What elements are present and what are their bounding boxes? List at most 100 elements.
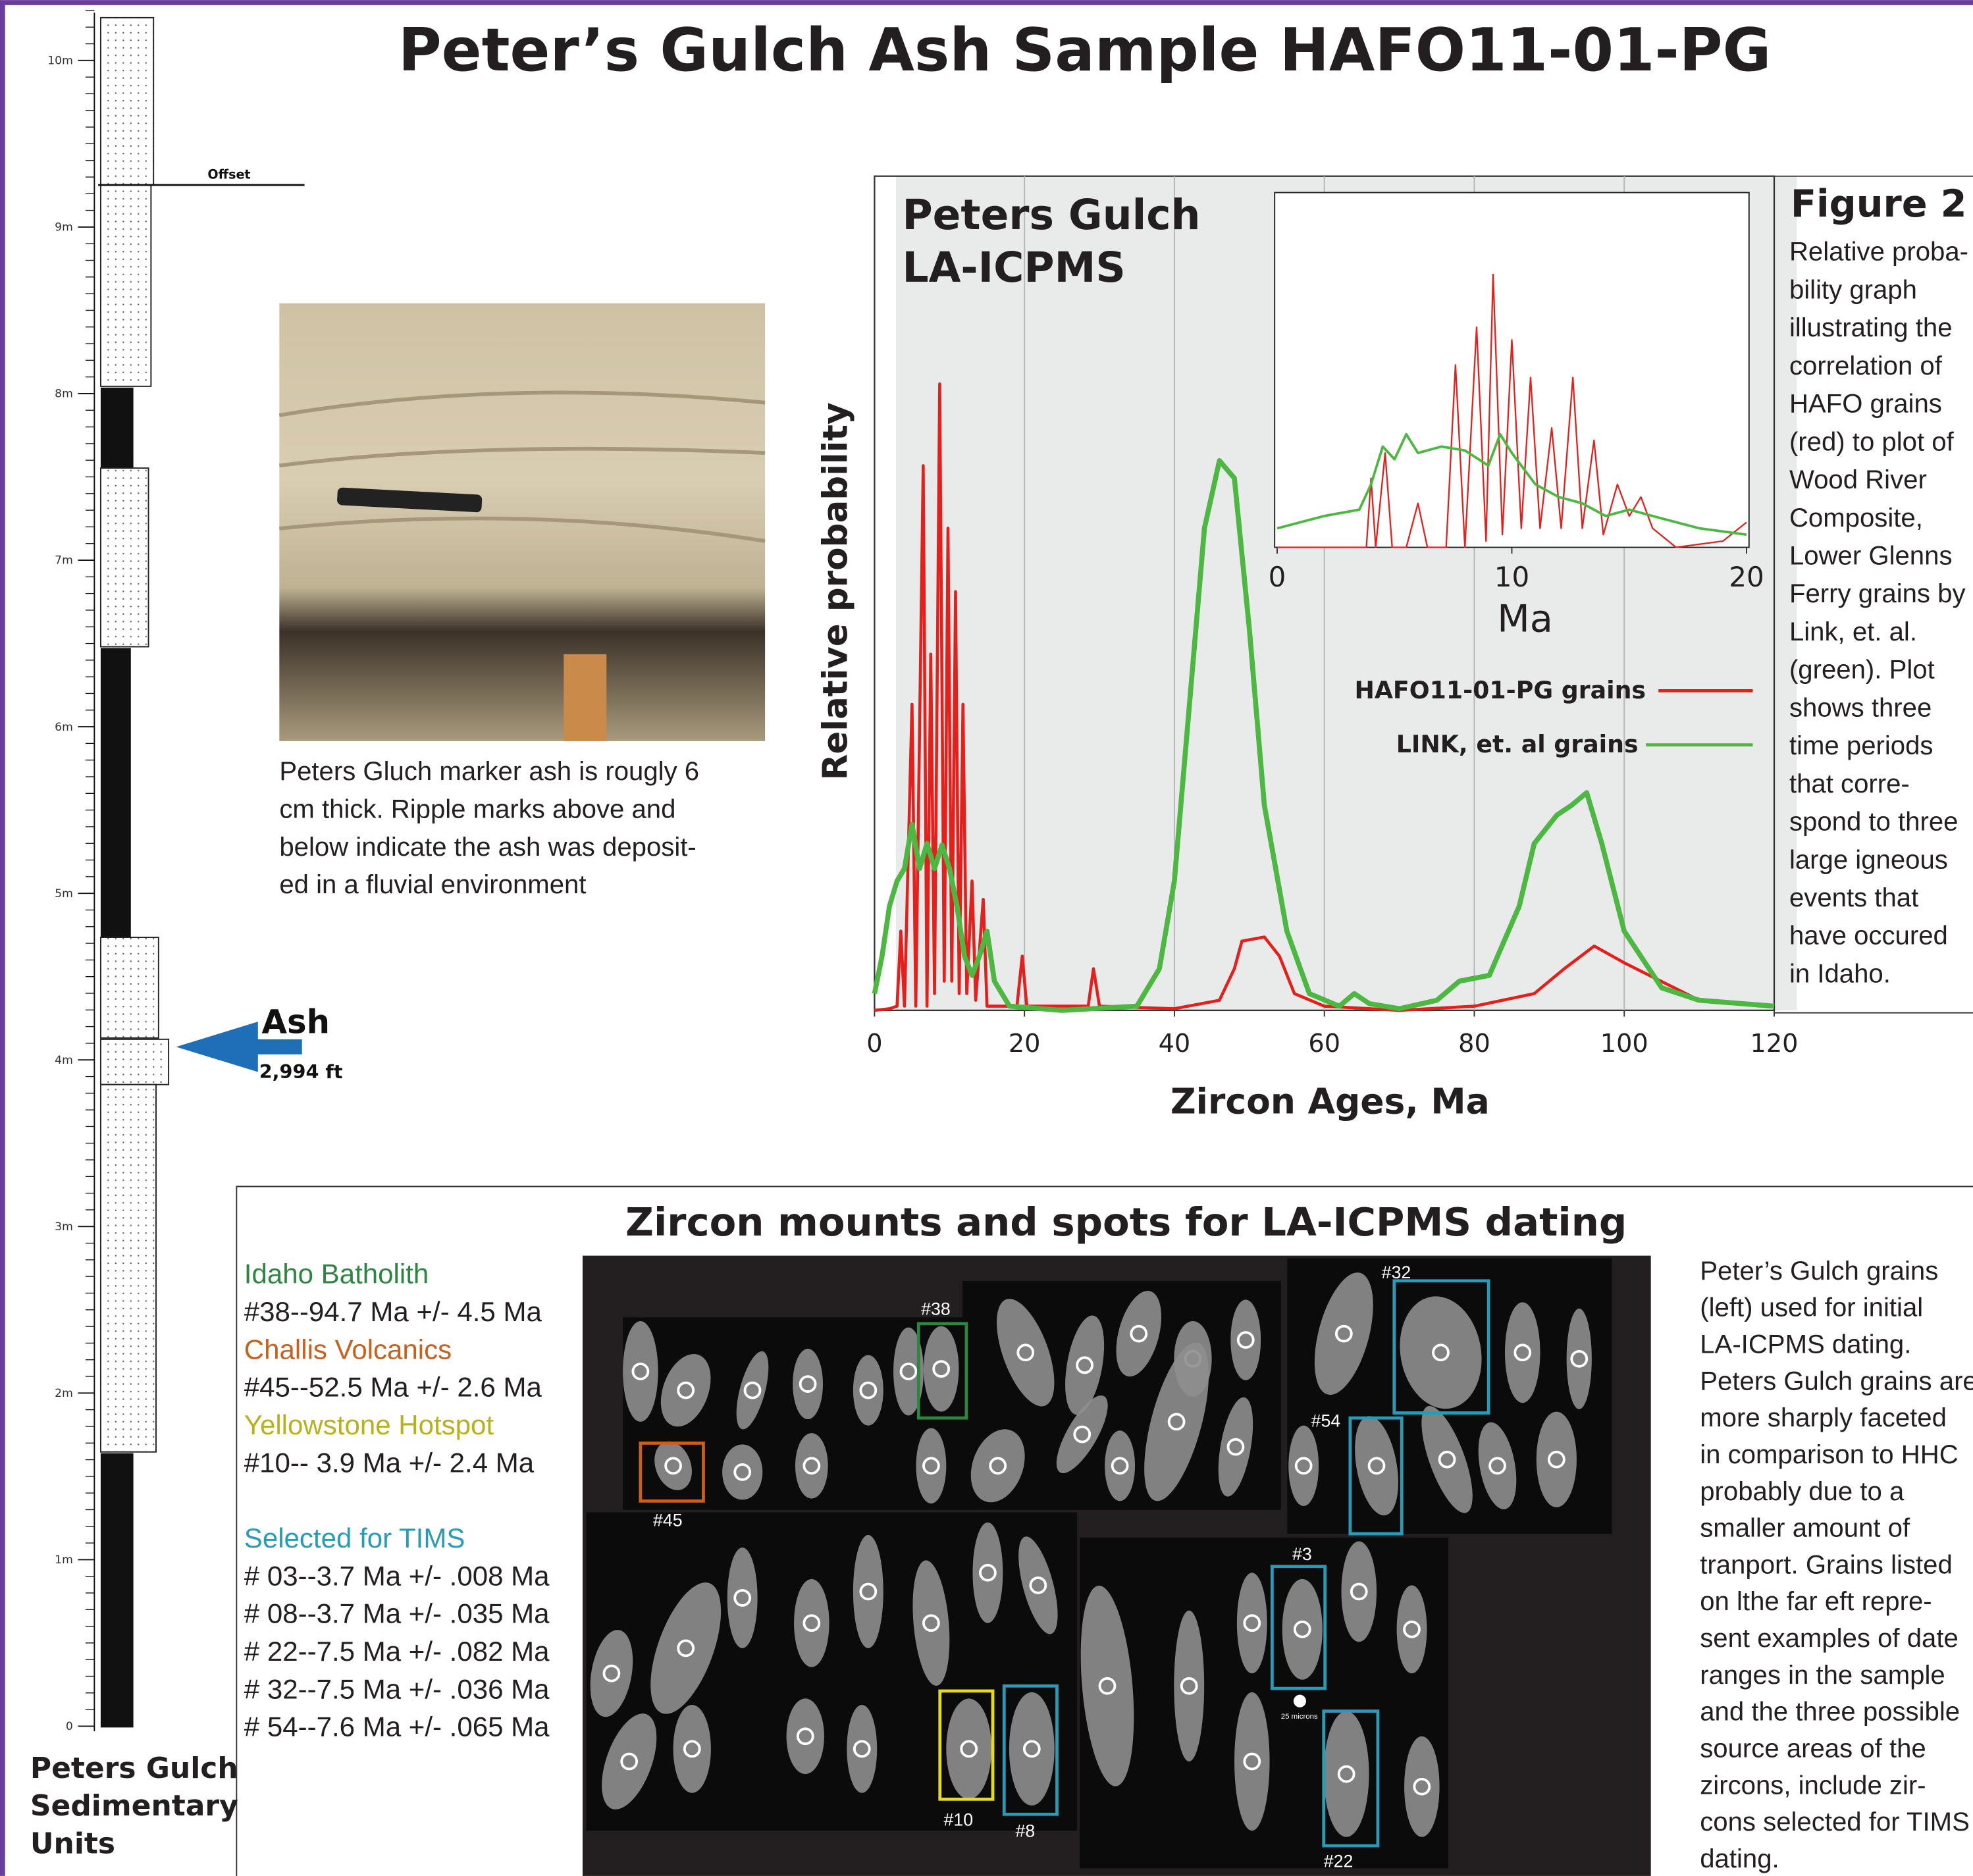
caption-line: (red) to plot of: [1789, 427, 1955, 456]
caption-line: Peters Gluch marker ash is rougly 6: [279, 756, 699, 786]
description-line: dating.: [1700, 1844, 1779, 1873]
x-tick-label: 60: [1308, 1029, 1340, 1058]
group-item: #38--94.7 Ma +/- 4.5 Ma: [244, 1296, 542, 1327]
zircon-title: Zircon mounts and spots for LA-ICPMS dat…: [625, 1199, 1627, 1245]
x-tick-label: 80: [1458, 1029, 1490, 1058]
offset-label: Offset: [207, 167, 250, 182]
grain-label: #45: [653, 1511, 683, 1530]
description-line: sent examples of date: [1700, 1623, 1959, 1653]
x-axis-label: Ma: [1497, 597, 1553, 641]
description-line: and the three possible: [1700, 1697, 1960, 1727]
bed: [101, 18, 153, 185]
y-axis-label: Relative probability: [816, 402, 855, 780]
x-tick-label: 10: [1494, 561, 1529, 593]
description-line: (left) used for initial: [1700, 1293, 1923, 1322]
x-axis-label: Zircon Ages, Ma: [1171, 1081, 1490, 1122]
tick-label: 9m: [55, 221, 73, 234]
description-line: in comparison to HHC: [1700, 1440, 1958, 1469]
tick-label: 0: [66, 1720, 73, 1733]
poster-title: Peter’s Gulch Ash Sample HAFO11-01-PG: [398, 16, 1771, 85]
caption-line: spond to three: [1789, 807, 1959, 837]
grain: [1230, 1300, 1261, 1380]
x-tick-label: 120: [1750, 1029, 1799, 1058]
grain: [794, 1579, 829, 1667]
grain: [1009, 1692, 1055, 1806]
caption-line: have occured: [1789, 921, 1948, 951]
grain: [1282, 1579, 1323, 1680]
x-tick-label: 0: [866, 1029, 882, 1058]
x-tick-label: 20: [1729, 561, 1764, 593]
bed: [101, 388, 134, 468]
caption-line: (green). Plot: [1789, 655, 1935, 685]
group-item: # 08--3.7 Ma +/- .035 Ma: [244, 1598, 550, 1629]
description-line: more sharply faceted: [1700, 1403, 1947, 1432]
grain: [924, 1326, 959, 1412]
grain: [972, 1523, 1003, 1623]
description-line: tranport. Grains listed: [1700, 1550, 1953, 1579]
bed: [101, 185, 151, 386]
description-line: smaller amount of: [1700, 1513, 1910, 1543]
description-line: Peter’s Gulch grains: [1700, 1256, 1938, 1286]
ash-label: Ash: [262, 1003, 330, 1041]
group-item: # 32--7.5 Ma +/- .036 Ma: [244, 1673, 550, 1704]
group-name: Yellowstone Hotspot: [244, 1409, 494, 1440]
caption-line: Ferry grains by: [1789, 579, 1966, 608]
description-line: ranges in the sample: [1700, 1660, 1945, 1690]
caption-line: Wood River: [1789, 465, 1927, 494]
grain: [1234, 1692, 1270, 1831]
x-tick-label: 100: [1600, 1029, 1648, 1058]
x-tick-label: 0: [1269, 561, 1286, 593]
description-line: cons selected for TIMS: [1700, 1807, 1970, 1837]
x-tick-label: 20: [1009, 1029, 1041, 1058]
description-line: LA-ICPMS dating.: [1700, 1330, 1911, 1359]
tick-label: 3m: [55, 1220, 73, 1234]
tick-label: 8m: [55, 388, 73, 401]
column-caption: Sedimentary: [30, 1789, 238, 1823]
grain-label: #22: [1324, 1852, 1354, 1871]
caption-line: large igneous: [1789, 845, 1948, 874]
caption-line: Relative proba-: [1789, 237, 1968, 267]
description-line: source areas of the: [1700, 1733, 1926, 1763]
grain-label: #10: [944, 1810, 974, 1829]
group-item: #10-- 3.9 Ma +/- 2.4 Ma: [244, 1447, 535, 1478]
photo: [279, 303, 765, 741]
grain: [1537, 1412, 1577, 1507]
caption-line: events that: [1789, 883, 1918, 912]
poster: Peter’s Gulch Ash Sample HAFO11-01-PG 0 1…: [0, 0, 1973, 1876]
group-item: # 22--7.5 Ma +/- .082 Ma: [244, 1636, 550, 1667]
tick-label: 5m: [55, 887, 73, 900]
grain: [623, 1321, 658, 1422]
grain-label: #32: [1382, 1263, 1411, 1282]
legend-label: LINK, et. al grains: [1396, 730, 1639, 758]
group-item: #45--52.5 Ma +/- 2.6 Ma: [244, 1372, 542, 1403]
caption-line: Lower Glenns: [1789, 541, 1953, 571]
caption-line: Composite,: [1789, 503, 1923, 533]
bed: [101, 1039, 169, 1085]
grain: [1174, 1611, 1204, 1761]
mount-panel: [1080, 1538, 1448, 1869]
grain: [1342, 1541, 1377, 1642]
ash-elevation: 2,994 ft: [259, 1060, 343, 1083]
grain: [793, 1349, 823, 1419]
caption-line: bility graph: [1789, 274, 1917, 304]
caption-line: cm thick. Ripple marks above and: [279, 794, 675, 823]
chart-title: LA-ICPMS: [902, 243, 1125, 292]
bed: [101, 468, 149, 646]
group-item: # 54--7.6 Ma +/- .065 Ma: [244, 1711, 550, 1742]
scale-dot: [1294, 1695, 1306, 1707]
description-line: Peters Gulch grains are: [1700, 1366, 1973, 1395]
tick-label: 7m: [55, 554, 73, 567]
grain: [795, 1433, 828, 1498]
grain: [1505, 1302, 1540, 1403]
grain: [1105, 1430, 1135, 1501]
grain: [946, 1698, 991, 1799]
grain: [853, 1535, 883, 1648]
grain: [1404, 1736, 1440, 1837]
chart-title: Peters Gulch: [902, 190, 1200, 239]
bed: [101, 937, 159, 1038]
grain: [727, 1548, 758, 1648]
grain: [1324, 1711, 1369, 1837]
group-item: # 03--3.7 Ma +/- .008 Ma: [244, 1560, 550, 1591]
column-caption: Peters Gulch: [30, 1752, 238, 1785]
tick-label: 4m: [55, 1054, 73, 1067]
